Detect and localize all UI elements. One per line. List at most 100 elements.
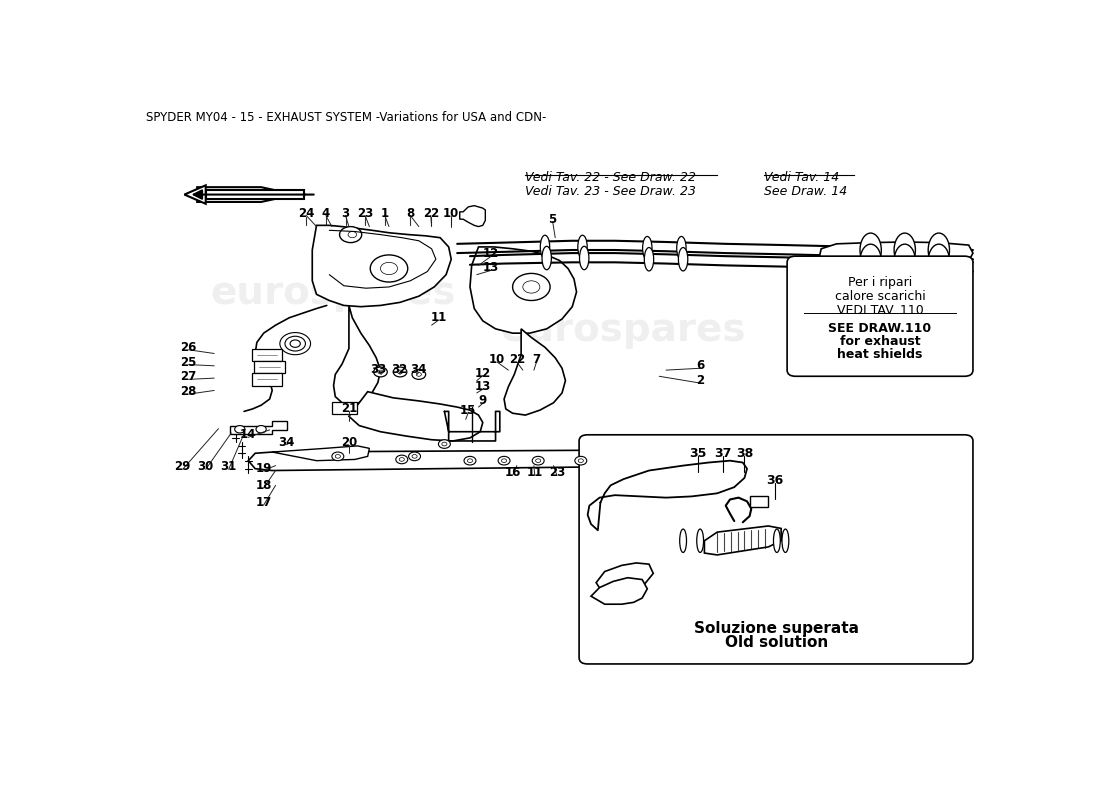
Circle shape (412, 454, 417, 458)
Polygon shape (312, 226, 451, 306)
Text: 23: 23 (358, 206, 373, 219)
Ellipse shape (860, 244, 881, 278)
Circle shape (371, 255, 408, 282)
Text: 23: 23 (549, 466, 565, 479)
Ellipse shape (642, 237, 652, 260)
Text: 8: 8 (406, 206, 415, 219)
Text: heat shields: heat shields (837, 348, 923, 361)
FancyBboxPatch shape (788, 256, 972, 376)
Circle shape (468, 459, 473, 462)
Ellipse shape (680, 529, 686, 553)
Circle shape (394, 367, 407, 377)
Polygon shape (230, 422, 287, 434)
Circle shape (442, 442, 447, 446)
Text: 13: 13 (483, 261, 499, 274)
Polygon shape (185, 186, 206, 204)
Text: SEE DRAW.110: SEE DRAW.110 (828, 322, 932, 335)
Bar (254, 361, 285, 373)
Circle shape (416, 373, 421, 376)
Circle shape (536, 459, 541, 462)
Text: 15: 15 (460, 404, 476, 417)
Text: 1: 1 (381, 206, 388, 219)
Circle shape (579, 459, 583, 462)
Circle shape (513, 274, 550, 301)
Text: Vedi Tav. 22 - See Draw. 22: Vedi Tav. 22 - See Draw. 22 (526, 171, 696, 184)
Polygon shape (349, 392, 483, 441)
Text: 18: 18 (255, 479, 272, 492)
Text: 17: 17 (255, 496, 272, 509)
Text: eurospares: eurospares (500, 311, 746, 349)
Text: 11: 11 (430, 311, 447, 324)
Ellipse shape (679, 247, 688, 271)
Text: 27: 27 (180, 370, 197, 383)
Text: 10: 10 (443, 206, 460, 219)
Circle shape (399, 458, 405, 462)
Text: See Draw. 14: See Draw. 14 (764, 186, 847, 198)
Text: Vedi Tav. 14: Vedi Tav. 14 (764, 171, 839, 184)
Polygon shape (249, 448, 622, 470)
Bar (252, 373, 283, 386)
Text: 22: 22 (508, 353, 525, 366)
Ellipse shape (696, 529, 704, 553)
Ellipse shape (773, 529, 780, 553)
Polygon shape (504, 329, 565, 415)
Text: 19: 19 (255, 462, 272, 474)
Ellipse shape (894, 233, 915, 267)
Text: for exhaust: for exhaust (839, 335, 921, 348)
Polygon shape (591, 578, 647, 604)
Polygon shape (333, 306, 381, 406)
Text: 29: 29 (175, 460, 191, 474)
Text: 33: 33 (371, 363, 387, 376)
Ellipse shape (645, 247, 653, 271)
Text: 12: 12 (483, 246, 499, 259)
Text: calore scarichi: calore scarichi (835, 290, 925, 303)
Circle shape (498, 456, 510, 465)
Text: 11: 11 (527, 466, 543, 479)
Ellipse shape (542, 246, 551, 270)
Text: 7: 7 (532, 353, 540, 366)
Text: 34: 34 (278, 436, 295, 449)
Circle shape (234, 426, 245, 433)
Circle shape (522, 281, 540, 293)
Ellipse shape (928, 233, 949, 267)
Text: 38: 38 (736, 446, 754, 460)
Text: SPYDER MY04 - 15 - EXHAUST SYSTEM -Variations for USA and CDN-: SPYDER MY04 - 15 - EXHAUST SYSTEM -Varia… (146, 111, 547, 124)
Circle shape (374, 367, 387, 377)
Text: 22: 22 (422, 206, 439, 219)
Circle shape (332, 452, 344, 461)
Text: 34: 34 (410, 363, 427, 376)
Ellipse shape (578, 235, 587, 258)
Circle shape (348, 231, 356, 238)
Ellipse shape (894, 244, 915, 278)
Text: Per i ripari: Per i ripari (848, 276, 912, 289)
Polygon shape (460, 206, 485, 226)
Text: VEDI TAV. 110: VEDI TAV. 110 (837, 304, 923, 318)
Text: 4: 4 (322, 206, 330, 219)
Text: 31: 31 (221, 460, 236, 474)
Text: 37: 37 (715, 446, 732, 460)
Text: 12: 12 (474, 366, 491, 380)
Ellipse shape (580, 246, 588, 270)
Polygon shape (470, 247, 576, 333)
Ellipse shape (676, 237, 686, 260)
Text: 9: 9 (478, 394, 487, 407)
Text: 30: 30 (198, 460, 213, 474)
Text: 20: 20 (341, 436, 358, 449)
Text: 14: 14 (240, 428, 256, 442)
Ellipse shape (540, 235, 550, 258)
Text: 25: 25 (180, 356, 197, 369)
Circle shape (575, 456, 586, 465)
Circle shape (502, 459, 507, 462)
FancyBboxPatch shape (579, 435, 972, 664)
Text: 26: 26 (180, 341, 197, 354)
Text: 3: 3 (341, 206, 350, 219)
Polygon shape (820, 242, 972, 264)
Circle shape (464, 456, 476, 465)
Text: Old solution: Old solution (725, 635, 828, 650)
Circle shape (381, 262, 397, 274)
Text: 35: 35 (689, 446, 706, 460)
Text: 24: 24 (298, 206, 315, 219)
Text: eurospares: eurospares (663, 526, 805, 546)
Polygon shape (206, 190, 304, 199)
Circle shape (412, 370, 426, 379)
